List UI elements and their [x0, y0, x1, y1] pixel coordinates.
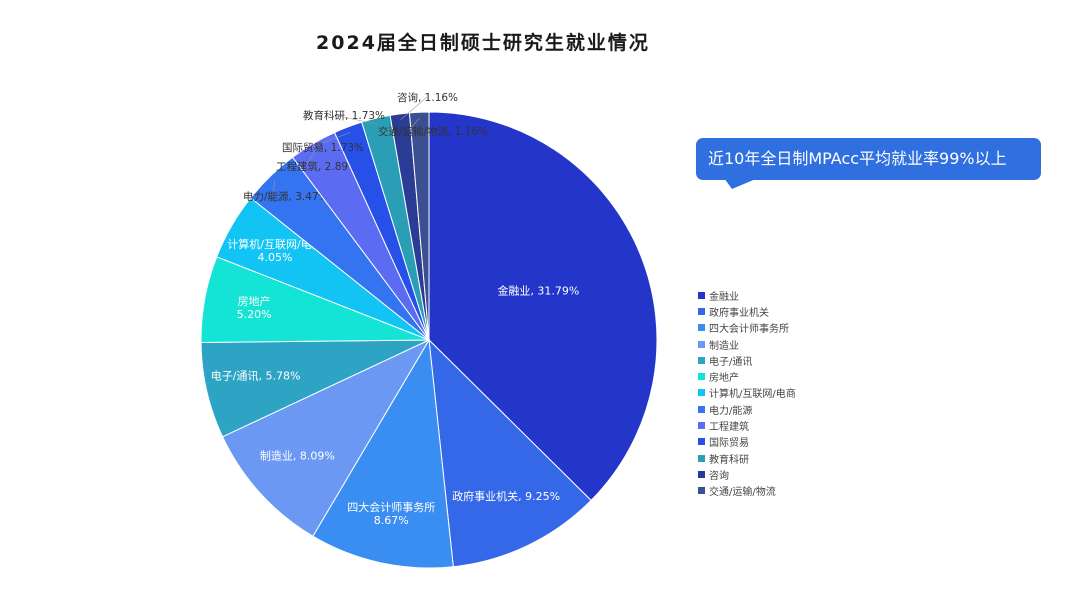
label-leader-line	[305, 148, 317, 167]
legend-swatch	[698, 487, 705, 495]
legend-swatch	[698, 454, 705, 462]
legend-swatch	[698, 356, 705, 364]
legend-label: 计算机/互联网/电商	[709, 389, 796, 401]
legend-label: 金融业	[709, 291, 739, 303]
slice-label: 房地产 5.20%	[237, 294, 272, 321]
pie-slice	[428, 111, 658, 502]
legend-item: 电子/通讯	[698, 352, 796, 368]
legend-swatch	[698, 422, 705, 430]
slice-label: 政府事业机关, 9.25%	[452, 489, 560, 503]
legend-label: 电子/通讯	[709, 356, 753, 368]
legend-item: 咨询	[698, 466, 796, 482]
legend-swatch	[698, 340, 705, 348]
callout-text: 近10年全日制MPAcc平均就业率99%以上	[708, 149, 1007, 168]
legend-label: 电力/能源	[709, 405, 753, 417]
legend-swatch	[698, 389, 705, 397]
legend-item: 国际贸易	[698, 434, 796, 450]
slice-label: 电力/能源, 3.47%	[243, 190, 329, 203]
legend-item: 计算机/互联网/电商	[698, 385, 796, 401]
chart-title: 2024届全日制硕士研究生就业情况	[316, 32, 650, 54]
legend-item: 四大会计师事务所	[698, 320, 796, 336]
pie-slice	[408, 111, 430, 341]
legend-item: 金融业	[698, 287, 796, 303]
callout-banner: 近10年全日制MPAcc平均就业率99%以上	[696, 138, 1041, 180]
pie-slice	[221, 338, 431, 537]
legend-label: 咨询	[709, 470, 729, 482]
slice-label: 国际贸易, 1.73%	[282, 142, 364, 154]
pie-slice	[312, 338, 454, 569]
slice-label: 教育科研, 1.73%	[303, 109, 385, 122]
legend-item: 电力/能源	[698, 401, 796, 417]
slice-label: 工程建筑, 2.89%	[276, 160, 358, 173]
legend-swatch	[698, 405, 705, 413]
legend-label: 四大会计师事务所	[709, 324, 789, 336]
slice-label: 金融业, 31.79%	[497, 283, 579, 297]
legend-label: 交通/运输/物流	[709, 487, 776, 499]
chart-legend: 金融业政府事业机关四大会计师事务所 制造业电子/通讯房地产计算机/互联网/电商 电力…	[698, 287, 796, 499]
legend-swatch	[698, 470, 705, 478]
slice-label: 制造业, 8.09%	[260, 449, 335, 463]
slice-label: 电子/通讯, 5.78%	[211, 370, 301, 383]
legend-item: 工程建筑	[698, 417, 796, 433]
legend-swatch	[698, 324, 705, 332]
legend-item: 政府事业机关	[698, 303, 796, 319]
legend-label: 教育科研	[709, 454, 749, 466]
legend-item: 房地产	[698, 368, 796, 384]
label-leader-line	[332, 114, 378, 125]
label-leader-line	[272, 180, 275, 197]
legend-item: 教育科研	[698, 450, 796, 466]
slice-label: 交通/运输/物流, 1.16%	[378, 125, 488, 138]
legend-swatch	[698, 373, 705, 381]
legend-item: 制造业	[698, 336, 796, 352]
legend-swatch	[698, 291, 705, 299]
label-leader-line	[407, 118, 420, 132]
legend-swatch	[698, 307, 705, 315]
pie-slice	[428, 338, 592, 568]
label-leader-line	[311, 132, 351, 148]
slice-label: 咨询, 1.16%	[397, 91, 458, 104]
legend-swatch	[698, 438, 705, 446]
legend-label: 国际贸易	[709, 438, 749, 450]
legend-item: 交通/运输/物流	[698, 483, 796, 499]
slice-label: 四大会计师事务所 8.67%	[347, 500, 435, 527]
legend-label: 工程建筑	[709, 422, 749, 434]
label-leader-line	[400, 96, 428, 121]
callout-tail	[724, 178, 758, 189]
legend-label: 制造业	[709, 340, 739, 352]
legend-label: 房地产	[709, 373, 739, 385]
slice-label: 计算机/互联网/电商 4.05%	[227, 237, 322, 264]
legend-label: 政府事业机关	[709, 307, 769, 319]
